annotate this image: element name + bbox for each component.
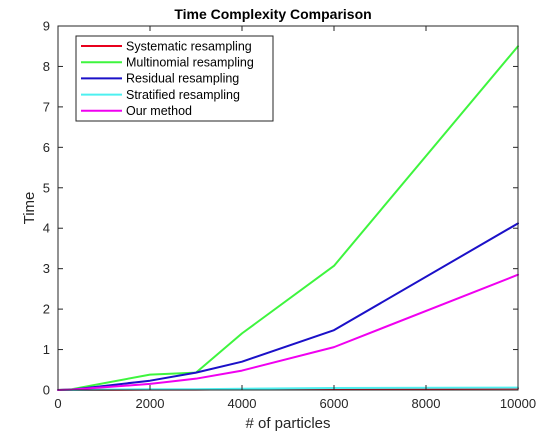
x-tick-label: 8000 <box>412 396 441 411</box>
y-tick-label: 5 <box>43 180 50 195</box>
x-tick-label: 2000 <box>136 396 165 411</box>
y-tick-label: 0 <box>43 383 50 398</box>
y-ticks: 0 1 2 3 4 5 6 7 8 9 <box>43 19 518 398</box>
x-tick-label: 6000 <box>320 396 349 411</box>
y-axis-label: Time <box>21 192 38 225</box>
x-ticks: 0 2000 4000 6000 8000 10000 <box>54 26 536 411</box>
y-tick-label: 3 <box>43 261 50 276</box>
y-tick-label: 2 <box>43 302 50 317</box>
x-tick-label: 4000 <box>228 396 257 411</box>
y-tick-label: 8 <box>43 59 50 74</box>
x-tick-label: 0 <box>54 396 61 411</box>
legend-label-2: Multinomial resampling <box>126 56 254 70</box>
legend: Systematic resampling Multinomial resampl… <box>75 35 274 122</box>
y-tick-label: 1 <box>43 342 50 357</box>
y-tick-label: 6 <box>43 140 50 155</box>
y-tick-label: 4 <box>43 221 50 236</box>
y-tick-label: 7 <box>43 99 50 114</box>
chart-title: Time Complexity Comparison <box>174 6 371 22</box>
x-axis-label: # of particles <box>245 415 330 432</box>
legend-label-1: Systematic resampling <box>126 39 252 53</box>
y-tick-label: 9 <box>43 19 50 34</box>
legend-label-5: Our method <box>126 104 192 118</box>
legend-label-4: Stratified resampling <box>126 88 240 102</box>
x-tick-label: 10000 <box>500 396 536 411</box>
plot-frame <box>57 25 519 391</box>
legend-label-3: Residual resampling <box>126 72 239 86</box>
